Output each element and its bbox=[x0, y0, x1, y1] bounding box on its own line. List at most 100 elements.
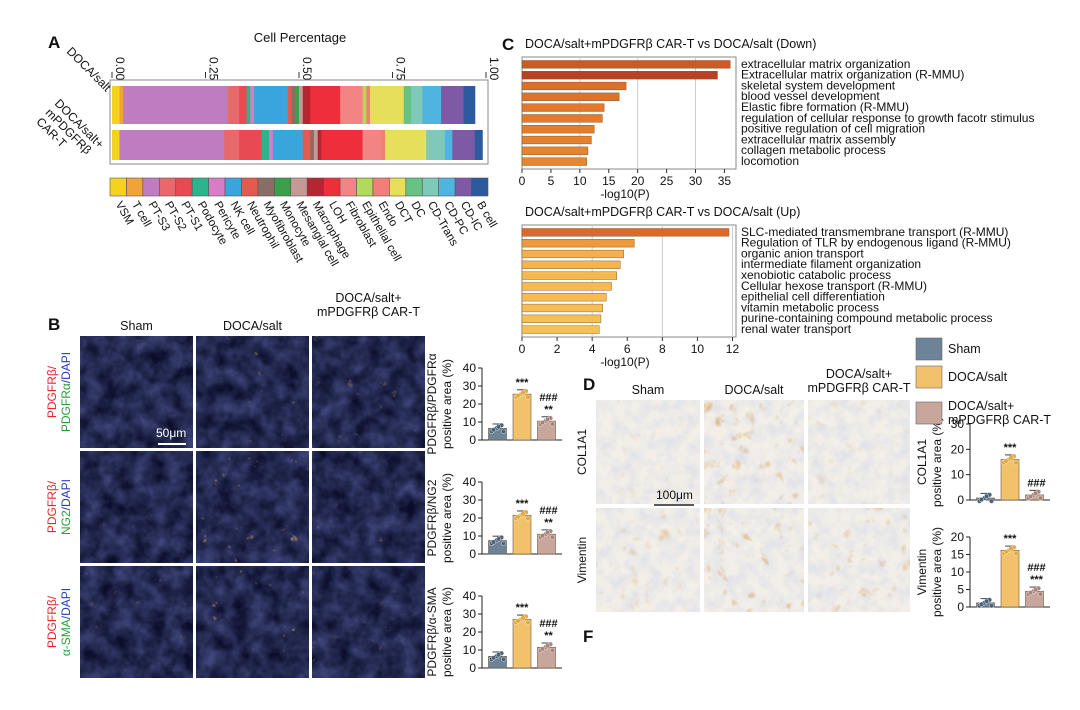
panel-a-segment-endo bbox=[366, 86, 371, 124]
enrichment-bar bbox=[521, 260, 621, 269]
quant-data-point bbox=[984, 493, 990, 499]
panel-a-segment-pericyte bbox=[250, 86, 255, 124]
panel-a-segment-cd-pc bbox=[422, 86, 442, 124]
quant-data-point bbox=[520, 615, 526, 621]
fluorescence-image-green bbox=[80, 566, 193, 678]
quant-data-point bbox=[525, 515, 531, 521]
quant-data-point bbox=[491, 427, 497, 433]
enrichment-term-label: SLC-mediated transmembrane transport (R-… bbox=[741, 225, 1008, 239]
quant-tick-label: 0 bbox=[469, 433, 476, 447]
panel-b-headers: Sham DOCA/salt DOCA/salt+ mPDGFRβ CAR-T bbox=[120, 291, 420, 333]
row-label-blue: /DAPI bbox=[59, 479, 73, 510]
legend-swatch-vsm bbox=[109, 177, 127, 197]
enrichment-term-label: intermediate filament organization bbox=[741, 257, 921, 271]
enrichment-bar bbox=[521, 293, 607, 302]
panel-a-segment-podocyte bbox=[246, 86, 251, 124]
enrichment-bar bbox=[521, 271, 617, 280]
panel-a-segment-podocyte bbox=[261, 130, 270, 160]
panel-letter-c: C bbox=[502, 35, 514, 54]
panel-a-segment-pt-s1 bbox=[239, 130, 263, 160]
panel-a-title: Cell Percentage bbox=[254, 30, 347, 45]
fluorescence-image-green bbox=[196, 566, 309, 678]
quant-bar bbox=[512, 514, 532, 555]
enrichment-tick-label: 20 bbox=[631, 174, 645, 188]
panel-a-segment-loh bbox=[321, 130, 364, 160]
panel-a-segment-cd-trans bbox=[411, 86, 423, 124]
panel-b-row-label: PDGFRβ/ bbox=[45, 480, 59, 533]
enrichment-bar bbox=[521, 325, 600, 334]
panel-a-row-label-2: DOCA/salt+mPDGFRβCAR-T bbox=[33, 96, 106, 169]
enrichment-bar bbox=[521, 103, 605, 112]
panel-d-column-header-line: Sham bbox=[632, 383, 665, 397]
quant-ylabel: positive area (%) bbox=[930, 417, 944, 507]
panel-a-segment-dc bbox=[403, 86, 412, 124]
enrichment-tick-label: 0 bbox=[519, 174, 526, 188]
panel-b-row-label-2: PDGFRα/DAPI bbox=[59, 352, 73, 432]
row-label-red: PDGFRβ/ bbox=[45, 480, 59, 533]
quant-ylabel: positive area (%) bbox=[440, 359, 454, 449]
enrichment-bar bbox=[521, 114, 603, 123]
panel-c-down-chart: DOCA/salt+mPDGFRβ CAR-T vs DOCA/salt (Do… bbox=[519, 37, 1035, 201]
panel-c-enrichment: DOCA/salt+mPDGFRβ CAR-T vs DOCA/salt (Do… bbox=[519, 37, 1035, 369]
quant-ylabel: PDGFRβ/PDGFRα bbox=[425, 353, 439, 454]
fluorescence-image-green bbox=[312, 566, 425, 678]
quant-data-point bbox=[1003, 549, 1009, 555]
quant-data-point bbox=[496, 536, 502, 542]
legend-label: Sham bbox=[948, 342, 981, 356]
enrichment-tick-label: 0 bbox=[519, 342, 526, 356]
panel-a-tick-label: 1.00 bbox=[487, 57, 501, 81]
quant-bar bbox=[512, 393, 532, 441]
enrichment-term-label: regulation of cellular response to growt… bbox=[741, 111, 1034, 125]
legend-swatch-mesangial-cell bbox=[290, 177, 308, 197]
enrichment-term-label: locomotion bbox=[741, 154, 799, 168]
panel-d-images bbox=[596, 400, 910, 612]
enrichment-tick-label: 25 bbox=[660, 174, 674, 188]
fluorescence-image-green bbox=[80, 336, 193, 448]
panel-a-tick-label: 0.25 bbox=[207, 57, 221, 81]
quant-significance: *** bbox=[1030, 574, 1044, 586]
quant-data-point bbox=[989, 498, 995, 504]
row-label-blue: /DAPI bbox=[59, 352, 73, 383]
quant-significance: *** bbox=[516, 498, 530, 510]
panel-b-column-header: DOCA/salt+ mPDGFRβ CAR-T bbox=[317, 291, 420, 319]
enrichment-tick-label: 30 bbox=[689, 174, 703, 188]
row-label-blue: /DAPI bbox=[59, 588, 73, 619]
quant-data-point bbox=[540, 646, 546, 652]
panel-a-tick-label: 0.00 bbox=[113, 57, 127, 81]
panel-a-segment-b-cell bbox=[474, 130, 483, 160]
enrichment-term-label: positive regulation of cell migration bbox=[741, 122, 925, 136]
quant-data-point bbox=[1003, 458, 1009, 464]
enrichment-bar bbox=[521, 92, 620, 101]
panel-a-segment-mesangial-cell bbox=[313, 130, 319, 160]
panel-d-column-header: DOCA/salt bbox=[724, 383, 784, 397]
enrichment-term-label: organic anion transport bbox=[741, 246, 864, 260]
legend-swatch-pt-s2 bbox=[159, 177, 177, 197]
quant-ylabel: positive area (%) bbox=[930, 527, 944, 617]
legend-label: DOCA/salt bbox=[948, 370, 1008, 384]
panel-a-segment-nk-cell bbox=[254, 86, 289, 124]
panel-d-ihc: Sham DOCA/salt DOCA/salt+ mPDGFRβ CAR-T COL… bbox=[575, 367, 911, 612]
panel-a-segment-epithelial-cell bbox=[362, 86, 367, 124]
panel-a-segment-nk-cell bbox=[272, 130, 304, 160]
legend-label-line: DOCA/salt bbox=[948, 370, 1008, 384]
quant-data-point bbox=[989, 603, 995, 609]
quant-significance: ### bbox=[1027, 477, 1045, 489]
quant-tick-label: 10 bbox=[463, 415, 477, 429]
enrichment-bar bbox=[521, 228, 730, 237]
enrichment-xlabel: -log10(P) bbox=[600, 187, 649, 201]
quant-tick-label: 20 bbox=[463, 511, 477, 525]
panel-a-frame bbox=[109, 79, 489, 165]
legend-swatch-myofibroblast bbox=[257, 177, 275, 197]
quant-ylabel: COL1A1 bbox=[915, 439, 929, 485]
quant-data-point bbox=[540, 533, 546, 539]
panel-d-row-label: Vimentin bbox=[575, 537, 589, 583]
panel-a-segment-monocyte bbox=[295, 86, 300, 124]
quant-ylabel: positive area (%) bbox=[440, 587, 454, 677]
ihc-image-stain bbox=[596, 508, 700, 612]
quant-data-point bbox=[496, 652, 502, 658]
panel-c-up-chart: DOCA/salt+mPDGFRβ CAR-T vs DOCA/salt (Up… bbox=[519, 205, 1011, 369]
panel-a-segment-pt-s2 bbox=[227, 86, 240, 124]
panel-a-segment-neutrophil bbox=[302, 130, 311, 160]
enrichment-term-label: Elastic fibre formation (R-MMU) bbox=[741, 100, 909, 114]
legend-label: DOCA/salt+ mPDGFRβ CAR-T bbox=[948, 399, 1051, 427]
